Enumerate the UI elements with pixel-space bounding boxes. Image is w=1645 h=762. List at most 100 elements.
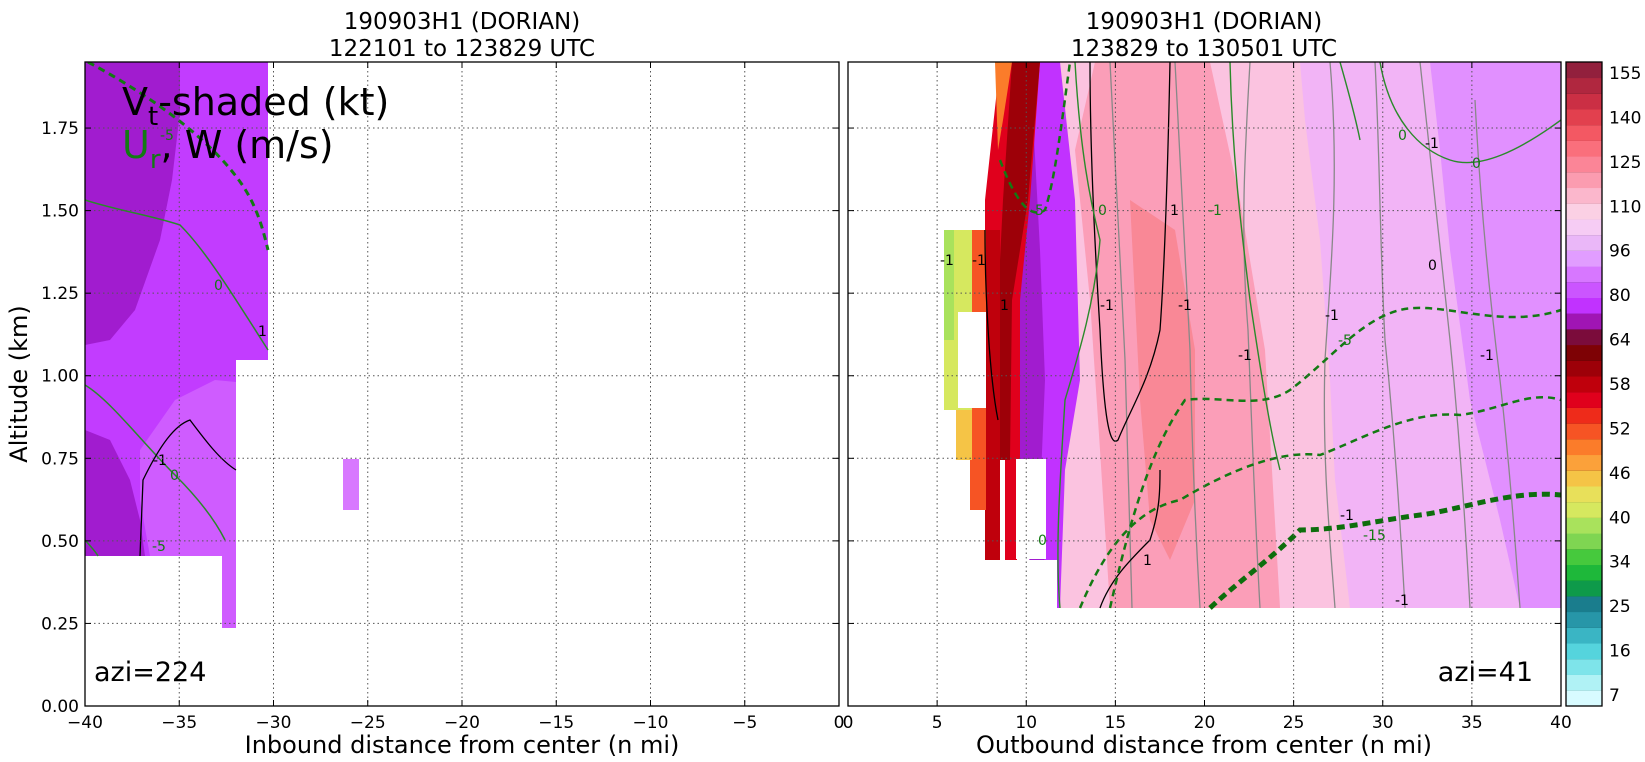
colorbar-segment [1566, 548, 1602, 566]
colorbar-segment [1566, 124, 1602, 141]
right-clabel-10: 1 [1000, 298, 1009, 314]
right-shade-orange-stripe [956, 410, 972, 460]
annotation-v: V [122, 80, 148, 124]
y-tick-label: 0.75 [41, 449, 79, 469]
right-clabel-5: 0 [1098, 203, 1107, 219]
y-tick-label: 1.75 [41, 119, 79, 139]
right-title-line2: 123829 to 130501 UTC [1071, 36, 1337, 62]
colorbar-segment [1566, 360, 1602, 377]
x-tick-label: −25 [350, 713, 386, 733]
colorbar-segment [1566, 187, 1602, 204]
right-clabel-19: -15 [1363, 528, 1386, 544]
right-clabel-13: -1 [1178, 298, 1192, 314]
right-contour-green-minus5a [998, 62, 1072, 214]
colorbar-tick-label: 140 [1609, 108, 1641, 128]
right-shade-orange-tip [995, 62, 1012, 150]
right-contour-green-minus15 [1208, 491, 1561, 610]
x-tick-label: 25 [1283, 713, 1305, 733]
colorbar [1566, 61, 1602, 707]
colorbar-segment [1566, 486, 1602, 503]
colorbar-tick-label: 7 [1609, 686, 1620, 706]
colorbar-tick-label: 80 [1609, 286, 1631, 306]
colorbar-tick-label: 64 [1609, 331, 1631, 351]
x-tick-label: 10 [1015, 713, 1037, 733]
colorbar-segment [1566, 454, 1602, 471]
right-clabel-3: 0 [1472, 156, 1481, 172]
y-tick-label: 0.25 [41, 614, 79, 634]
colorbar-segment [1566, 171, 1602, 189]
x-tick-label: −40 [67, 713, 103, 733]
colorbar-segment [1566, 533, 1602, 550]
colorbar-segment [1566, 140, 1602, 157]
right-xlabel: Outbound distance from center (n mi) [976, 731, 1432, 759]
y-tick-label: 0.00 [41, 697, 79, 717]
right-title-line1: 190903H1 (DORIAN) [1086, 9, 1323, 35]
x-tick-label: −30 [256, 713, 292, 733]
left-clabel-4: -1 [153, 453, 167, 469]
annotation-u: U [122, 123, 150, 167]
x-tick-label: −20 [444, 713, 480, 733]
left-panel: -5 0 1 -1 0 -5 −40 −35 −30 −25 −20 −15 −10 −5 0 0… [5, 61, 844, 759]
colorbar-tick-label: 16 [1609, 642, 1631, 662]
colorbar-tick-label: 46 [1609, 464, 1631, 484]
right-clabel-4: -5 [1030, 203, 1044, 219]
colorbar-segment [1566, 344, 1602, 361]
right-clabel-11: 0 [1428, 258, 1437, 274]
left-clabel-3: 1 [258, 324, 267, 340]
annotation-subtitle: Ur, W (m/s) [122, 123, 334, 175]
colorbar-segment [1566, 329, 1602, 346]
left-contour-ur-minus5 [87, 62, 270, 251]
colorbar-tick-label: 58 [1609, 375, 1631, 395]
colorbar-segment [1566, 501, 1602, 518]
right-clabel-15: -5 [1338, 333, 1352, 349]
x-tick-label: −10 [633, 713, 669, 733]
left-ylabel: Altitude (km) [5, 305, 33, 462]
left-title-line1: 190903H1 (DORIAN) [344, 9, 581, 35]
colorbar-segment [1566, 62, 1602, 79]
left-shade-patch [343, 459, 359, 510]
right-contour-black-eyewall [984, 229, 999, 421]
x-tick-label: −35 [161, 713, 197, 733]
x-tick-label: 5 [932, 713, 943, 733]
colorbar-tick-label: 96 [1609, 242, 1631, 262]
x-tick-label: 40 [1550, 713, 1572, 733]
colorbar-segment [1566, 596, 1602, 613]
right-contour-gray-3 [1243, 62, 1261, 609]
colorbar-tick-label: 34 [1609, 553, 1631, 573]
right-contour-gray-2 [1174, 62, 1201, 609]
colorbar-segment [1566, 109, 1602, 126]
colorbar-segment [1566, 611, 1602, 628]
colorbar-segment [1566, 580, 1602, 597]
colorbar-segment [1566, 407, 1602, 424]
right-clabel-8: -1 [940, 253, 954, 269]
colorbar-frame [1565, 61, 1603, 707]
right-contour-black-2 [1099, 469, 1161, 609]
colorbar-segment [1566, 391, 1602, 408]
right-clabel-7: -1 [1208, 203, 1222, 219]
left-shading [85, 62, 359, 628]
x-tick-label: −15 [538, 713, 574, 733]
right-shade-lavender-strip [1430, 62, 1561, 608]
right-clabel-22: -1 [1395, 593, 1409, 609]
colorbar-segment [1566, 250, 1602, 267]
right-grid [848, 62, 1561, 706]
left-azimuth-label: azi=224 [94, 657, 206, 688]
colorbar-segment [1566, 438, 1602, 456]
colorbar-segment [1566, 156, 1602, 173]
colorbar-segment [1566, 643, 1602, 660]
right-shading [944, 62, 1561, 608]
right-shade-core [1130, 200, 1195, 560]
colorbar-segment [1566, 93, 1602, 110]
left-clabel-6: -5 [152, 539, 166, 555]
right-clabel-18: -1 [1340, 508, 1354, 524]
colorbar-segment [1566, 376, 1602, 393]
left-shade-dark-upper [85, 62, 180, 345]
x-tick-label: −5 [732, 713, 757, 733]
right-contour-green-0b [1229, 62, 1281, 471]
left-title-line2: 122101 to 123829 UTC [329, 36, 595, 62]
right-hole-small [1016, 459, 1046, 559]
annotation-v-rest: -shaded (kt) [158, 80, 389, 124]
colorbar-segment [1566, 517, 1602, 534]
right-contours [984, 62, 1561, 610]
